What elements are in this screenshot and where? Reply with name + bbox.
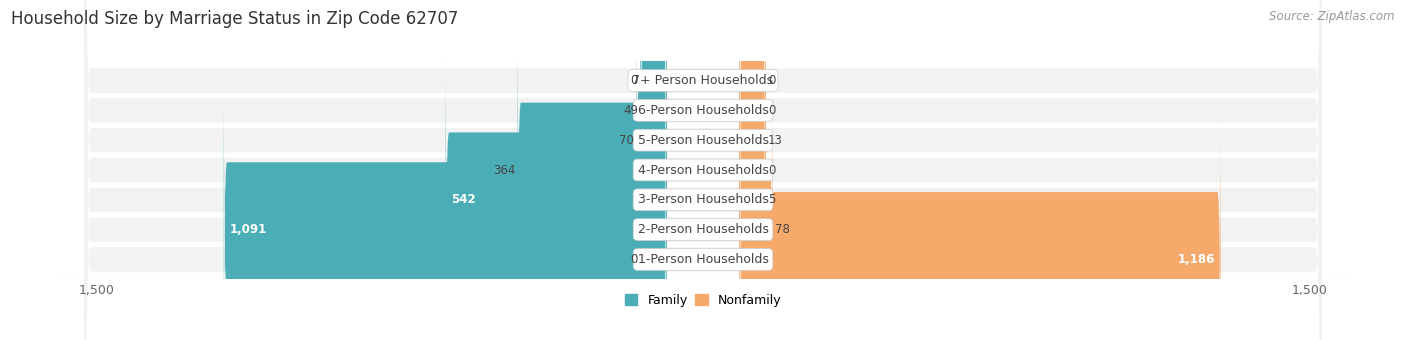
FancyBboxPatch shape [740, 0, 765, 282]
Text: 4-Person Households: 4-Person Households [637, 164, 769, 176]
Text: Source: ZipAtlas.com: Source: ZipAtlas.com [1270, 10, 1395, 23]
Text: 1-Person Households: 1-Person Households [637, 253, 769, 266]
FancyBboxPatch shape [84, 0, 1322, 340]
FancyBboxPatch shape [641, 88, 666, 340]
FancyBboxPatch shape [740, 0, 765, 340]
FancyBboxPatch shape [84, 0, 1322, 340]
Text: 5: 5 [768, 193, 775, 206]
FancyBboxPatch shape [84, 0, 1322, 340]
Text: 5-Person Households: 5-Person Households [637, 134, 769, 147]
Text: 49: 49 [623, 104, 638, 117]
FancyBboxPatch shape [641, 0, 666, 252]
Text: Household Size by Marriage Status in Zip Code 62707: Household Size by Marriage Status in Zip… [11, 10, 458, 28]
Text: 542: 542 [451, 193, 477, 206]
FancyBboxPatch shape [84, 0, 1322, 340]
Text: 0: 0 [768, 74, 775, 87]
Text: 1,186: 1,186 [1178, 253, 1215, 266]
Text: 6-Person Households: 6-Person Households [637, 104, 769, 117]
FancyBboxPatch shape [446, 29, 666, 340]
FancyBboxPatch shape [740, 0, 765, 311]
FancyBboxPatch shape [740, 29, 765, 340]
FancyBboxPatch shape [637, 0, 666, 311]
FancyBboxPatch shape [84, 0, 1322, 340]
Legend: Family, Nonfamily: Family, Nonfamily [620, 289, 786, 312]
FancyBboxPatch shape [740, 0, 765, 252]
FancyBboxPatch shape [224, 58, 666, 340]
FancyBboxPatch shape [641, 0, 666, 282]
Text: 78: 78 [775, 223, 790, 236]
Text: 0: 0 [768, 104, 775, 117]
Text: 0: 0 [768, 164, 775, 176]
FancyBboxPatch shape [517, 0, 666, 340]
Text: 364: 364 [494, 164, 515, 176]
Text: 70: 70 [619, 134, 634, 147]
Text: 1,091: 1,091 [229, 223, 267, 236]
Text: 3-Person Households: 3-Person Households [637, 193, 769, 206]
Text: 7+ Person Households: 7+ Person Households [633, 74, 773, 87]
FancyBboxPatch shape [740, 88, 1220, 340]
FancyBboxPatch shape [740, 58, 773, 340]
Text: 13: 13 [768, 134, 783, 147]
Text: 2-Person Households: 2-Person Households [637, 223, 769, 236]
FancyBboxPatch shape [84, 0, 1322, 340]
Text: 0: 0 [631, 253, 638, 266]
Text: 0: 0 [631, 74, 638, 87]
FancyBboxPatch shape [84, 0, 1322, 340]
